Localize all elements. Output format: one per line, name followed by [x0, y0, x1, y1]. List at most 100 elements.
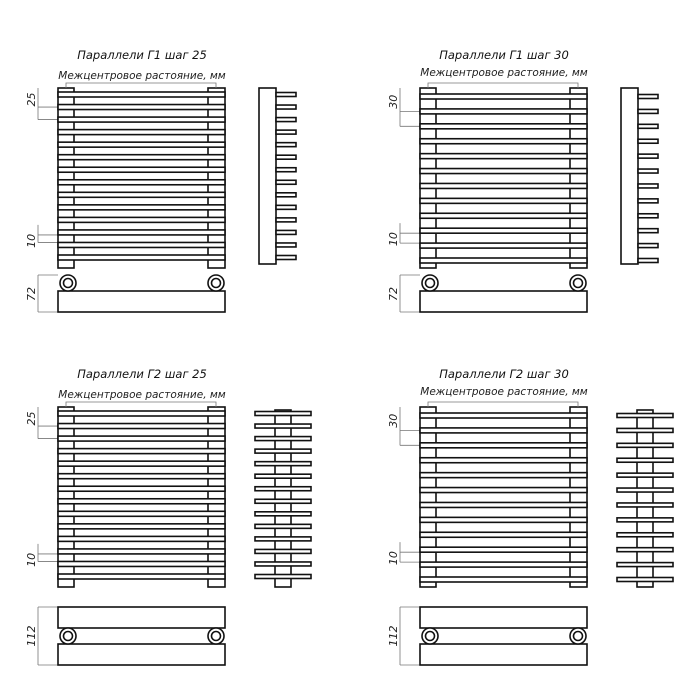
side-fin — [616, 546, 674, 553]
panel-title: Параллели Г1 шаг 30 — [439, 48, 569, 62]
panel-g1-step-30: Параллели Г1 шаг 30 Межцентровое растоян… — [387, 48, 659, 313]
pipe-inner-circle — [62, 630, 74, 642]
front-bar — [419, 531, 588, 539]
pipe-inner-circle — [210, 630, 222, 642]
bottom-view-upper-body — [57, 606, 226, 629]
center-distance-label: Межцентровое растояние, мм — [420, 67, 588, 79]
side-fin — [616, 531, 674, 538]
gap-dimension-line — [37, 224, 58, 243]
pipe-inner-circle — [424, 630, 436, 642]
side-fin — [275, 254, 297, 261]
side-fin — [616, 472, 674, 478]
front-bar — [419, 456, 588, 464]
side-fin — [254, 573, 312, 580]
side-fin — [637, 168, 659, 174]
front-left-post — [419, 87, 437, 269]
side-fin — [254, 498, 312, 505]
front-bar — [419, 93, 588, 100]
side-collector — [636, 409, 654, 588]
side-fin — [275, 192, 297, 198]
gap-dimension-line — [37, 543, 58, 562]
pitch-dimension-label: 25 — [25, 93, 38, 107]
front-bar — [57, 497, 226, 505]
front-bar — [57, 153, 226, 161]
front-bar — [57, 472, 226, 480]
depth-dimension-label: 112 — [387, 626, 400, 647]
front-bar — [57, 216, 226, 224]
pipe-inner-circle — [210, 277, 222, 289]
front-bar — [57, 103, 226, 111]
side-fin — [275, 229, 297, 236]
front-bar — [57, 141, 226, 148]
side-fin — [616, 561, 674, 568]
panel-g2-step-25: Параллели Г2 шаг 25 Межцентровое растоян… — [25, 367, 312, 666]
side-fin — [616, 457, 674, 464]
side-fin — [275, 104, 297, 110]
depth-dimension-line — [399, 606, 420, 666]
front-bar — [57, 535, 226, 543]
front-bar — [57, 116, 226, 123]
front-bar — [419, 212, 588, 220]
pipe-inner-circle — [572, 630, 584, 642]
side-fin — [616, 442, 674, 449]
gap-dimension-label: 10 — [25, 234, 38, 248]
side-fin — [637, 227, 659, 234]
gap-dimension-label: 10 — [25, 553, 38, 567]
front-bar — [57, 191, 226, 199]
gap-dimension-label: 10 — [387, 551, 400, 565]
front-bar — [419, 197, 588, 205]
pitch-dimension-line — [37, 88, 58, 120]
side-fin — [616, 487, 674, 493]
front-bar — [419, 257, 588, 264]
side-fin — [275, 217, 297, 223]
front-bar — [419, 182, 588, 190]
side-collector — [620, 87, 639, 265]
front-bar — [419, 137, 588, 145]
side-fin — [275, 179, 297, 186]
pipe-inner-circle — [572, 277, 584, 289]
front-bar — [419, 442, 588, 449]
panel-g1-step-25: Параллели Г1 шаг 25 Межцентровое растоян… — [25, 48, 297, 313]
front-left-post — [419, 406, 437, 588]
front-bar — [57, 485, 226, 493]
side-fin — [254, 561, 312, 567]
depth-dimension-line — [37, 606, 58, 666]
side-fin — [275, 242, 297, 248]
pipe-inner-circle — [424, 277, 436, 289]
side-fin — [616, 427, 674, 434]
front-left-post — [57, 406, 75, 588]
front-bar — [57, 410, 226, 417]
front-bar — [419, 152, 588, 160]
front-bar — [57, 178, 226, 186]
side-fin — [254, 460, 312, 467]
front-bar — [419, 167, 588, 175]
center-distance-label: Межцентровое растояние, мм — [58, 70, 226, 82]
side-fin — [637, 212, 659, 219]
side-fin — [275, 129, 297, 135]
side-collector — [258, 87, 277, 265]
front-right-post — [207, 87, 226, 269]
pitch-dimension-line — [37, 407, 58, 439]
side-fin — [254, 410, 312, 417]
bottom-view-lower-body — [57, 643, 226, 666]
depth-dimension-line — [37, 274, 58, 313]
front-right-post — [207, 406, 226, 588]
center-distance-dimension-line — [427, 82, 579, 88]
front-bar — [419, 561, 588, 568]
depth-dimension-label: 72 — [387, 287, 400, 301]
gap-dimension-label: 10 — [387, 232, 400, 246]
side-fin — [254, 435, 312, 442]
bottom-view-body — [57, 290, 226, 313]
front-bar — [57, 573, 226, 580]
pitch-dimension-label: 30 — [387, 95, 400, 109]
front-bar — [57, 435, 226, 442]
front-right-post — [569, 87, 588, 269]
front-bar — [419, 576, 588, 583]
center-distance-label: Межцентровое растояние, мм — [420, 386, 588, 398]
front-bar — [419, 227, 588, 234]
side-fin — [254, 536, 312, 542]
front-bar — [57, 229, 226, 236]
depth-dimension-label: 112 — [25, 626, 38, 647]
depth-dimension-label: 72 — [25, 287, 38, 301]
